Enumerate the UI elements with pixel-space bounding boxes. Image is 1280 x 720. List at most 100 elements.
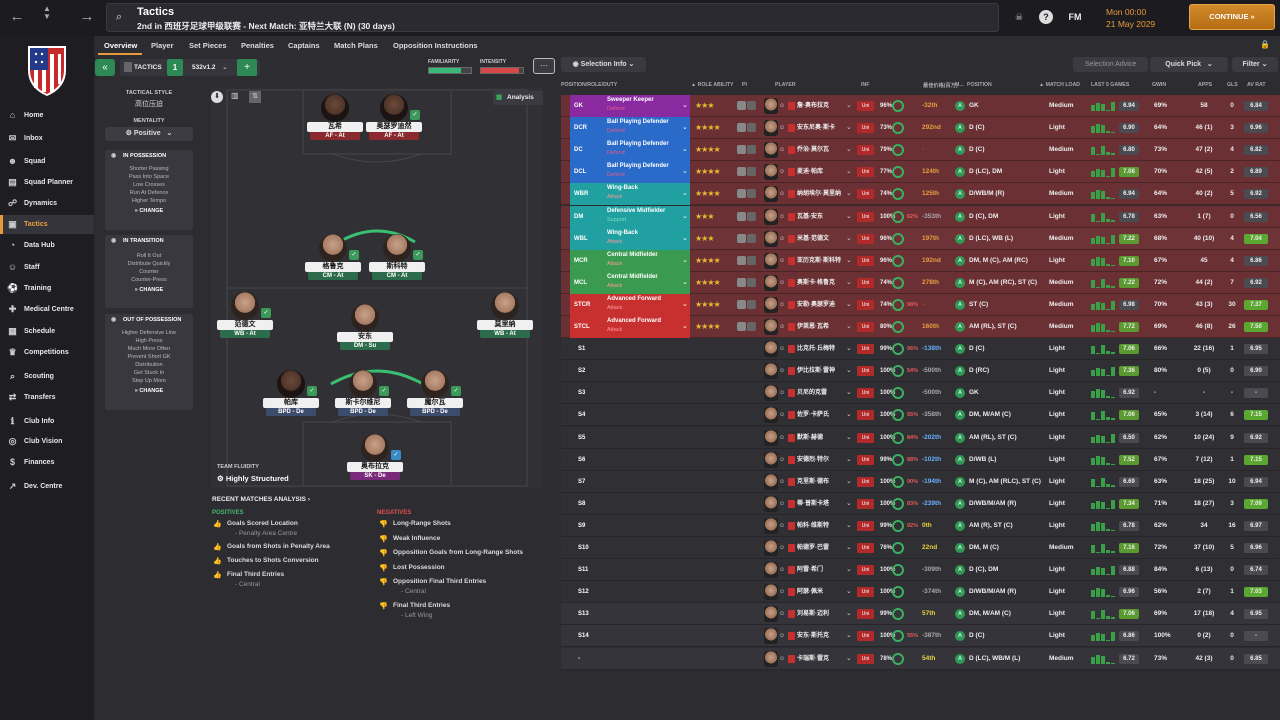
analysis-item[interactable]: 👎 Weak Influence [379, 534, 441, 543]
tab-opposition-instructions[interactable]: Opposition Instructions [393, 41, 478, 50]
col-last-5-games[interactable]: LAST 5 GAMES [1091, 82, 1130, 88]
player-name[interactable]: 奥斯卡·格鲁克 [797, 279, 835, 286]
table-row[interactable]: DCR Ball Playing Defender Defend ⌄ ★★★★ ☺ 安东尼奥… [561, 117, 1280, 140]
chevron-down-icon[interactable]: ⌄ [846, 521, 852, 529]
role-cell[interactable]: STCL Advanced Forward Attack ⌄ [570, 316, 690, 338]
role-cell[interactable]: STCR Advanced Forward Attack ⌄ [570, 293, 690, 316]
sidebar-item-dev-centre[interactable]: ↗ Dev. Centre [0, 477, 94, 496]
player-name[interactable]: 帕科·维斯特 [797, 522, 829, 529]
pi-icon[interactable] [737, 145, 746, 155]
role-cell[interactable]: DCL Ball Playing Defender Defend ⌄ [570, 161, 690, 184]
analysis-item[interactable]: 👍 Goals from Shots in Penalty Area [213, 543, 330, 551]
in-possession-change-button[interactable]: » CHANGE [134, 208, 164, 214]
pi-icon[interactable] [737, 299, 746, 309]
chevron-down-icon[interactable]: ⌄ [846, 389, 852, 397]
role-cell[interactable]: DM Defensive Midfielder Support ⌄ [570, 205, 690, 228]
chevron-down-icon[interactable]: ⌄ [846, 300, 852, 308]
pitch-player-role[interactable]: WB - At [220, 330, 270, 338]
col-inf[interactable]: INF [861, 82, 870, 88]
help-icon[interactable]: ? [1039, 10, 1053, 24]
pi-settings-icon[interactable] [747, 145, 756, 155]
out-of-possession-change-button[interactable]: » CHANGE [134, 388, 164, 394]
sidebar-item-training[interactable]: ⚽ Training [0, 279, 94, 298]
pitch-player-role[interactable]: SK - De [350, 472, 400, 480]
sidebar-item-scouting[interactable]: ⌕ Scouting [0, 367, 94, 386]
chevron-down-icon[interactable]: ⌄ [846, 323, 852, 330]
player-name[interactable]: 阿雷·希门 [797, 567, 823, 574]
player-name[interactable]: 伊比拉斯·雷神 [797, 368, 835, 375]
chevron-down-icon[interactable]: ⌄ [846, 588, 852, 596]
collapse-button[interactable]: « [95, 59, 115, 76]
chevron-down-icon[interactable]: ⌄ [846, 632, 852, 640]
player-name[interactable]: 伊莱恩·瓦希 [797, 324, 829, 330]
player-name[interactable]: 詹·奥布拉克 [797, 103, 829, 109]
role-cell[interactable]: MCL Central Midfielder Attack ⌄ [570, 271, 690, 294]
tab-captains[interactable]: Captains [288, 41, 320, 50]
forward-arrow-icon[interactable]: → [79, 8, 95, 25]
pi-icon[interactable] [737, 123, 746, 133]
table-row[interactable]: GK Sweeper Keeper Defend ⌄ ★★★ ☺ 詹·奥布拉克 ⌄ Uni 96%… [561, 95, 1280, 117]
analysis-button[interactable]: ▦ Analysis [493, 91, 543, 105]
chevron-down-icon[interactable]: ⌄ [846, 212, 852, 220]
table-row[interactable]: S10 ☺ 帕德罗·巴雷 ⌄ Uni 76% 22nd A DM, M (C) Medium 7.1… [561, 537, 1280, 559]
role-cell[interactable]: WBR Wing-Back Attack ⌄ [570, 183, 690, 206]
role-cell[interactable]: DC Ball Playing Defender Defend ⌄ [570, 139, 690, 162]
chevron-down-icon[interactable]: ⌄ [846, 102, 852, 109]
pi-settings-icon[interactable] [747, 123, 756, 133]
player-name[interactable]: 安勒·奥瑟罗迪 [797, 301, 835, 308]
pi-settings-icon[interactable] [747, 101, 756, 110]
table-row[interactable]: S6 ☺ 安德烈·特尔 ⌄ Uni 99% 88% -102th A D/WB (L) Light 7… [561, 448, 1280, 471]
pi-settings-icon[interactable] [747, 211, 756, 221]
sidebar-item-club-info[interactable]: ℹ Club Info [0, 412, 94, 431]
chevron-down-icon[interactable]: ⌄ [846, 455, 852, 463]
chevron-down-icon[interactable]: ⌄ [682, 190, 688, 198]
table-row[interactable]: S8 ☺ 蒂·普斯卡塔 ⌄ Uni 100% 83% -239th A D/WB/M/AM (R)… [561, 492, 1280, 515]
table-row[interactable]: DCL Ball Playing Defender Defend ⌄ ★★★★ ☺ 麦迪·帕… [561, 161, 1280, 184]
chevron-down-icon[interactable]: ⌄ [846, 190, 852, 198]
title-box[interactable]: ⌕ Tactics 2nd in 西班牙足球甲级联赛 - Next Match:… [106, 3, 999, 32]
pi-icon[interactable] [737, 189, 746, 199]
player-name[interactable]: 亚历克斯·斯科特 [797, 257, 841, 264]
pitch-player-role[interactable]: AF - At [310, 132, 360, 140]
sidebar-item-finances[interactable]: $ Finances [0, 453, 94, 472]
pitch-player[interactable]: 帕库 BPD - De ✓ [263, 370, 319, 422]
tab-overview[interactable]: Overview [104, 41, 138, 50]
chevron-down-icon[interactable]: ⌄ [846, 146, 852, 154]
sidebar-item-inbox[interactable]: ✉ Inbox [0, 129, 94, 148]
table-row[interactable]: S1 ☺ 比克托·丘梅特 ⌄ Uni 99% 96% -138th A D (C) Light 7.0… [561, 338, 1280, 361]
table-row[interactable]: S4 ☺ 佐罗·卡萨氏 ⌄ Uni 100% 55% -358th A DM, M/AM (C) L… [561, 404, 1280, 427]
out-of-possession-card[interactable]: OUT OF POSSESSION Higher Defensive Line H… [105, 314, 193, 410]
player-name[interactable]: 麦迪·帕库 [797, 169, 823, 176]
chevron-down-icon[interactable]: ⌄ [846, 654, 852, 662]
table-row[interactable]: MCR Central Midfielder Attack ⌄ ★★★★ ☺ 亚历克斯·斯科… [561, 249, 1280, 272]
player-name[interactable]: 帕德罗·巴雷 [797, 545, 829, 551]
col-pi[interactable]: PI [742, 82, 747, 88]
pi-settings-icon[interactable] [747, 277, 756, 287]
analysis-item[interactable]: 👎 Lost Possession [379, 563, 445, 572]
pitch-player-role[interactable]: CM - At [372, 272, 422, 280]
player-name[interactable]: 安东·斯托克 [797, 633, 829, 640]
table-row[interactable]: S11 ☺ 阿雷·希门 ⌄ Uni 100% -309th A D (C), DM Light 6.… [561, 559, 1280, 582]
pitch-player[interactable]: 奥瑟罗迪然 AF - At ✓ [366, 94, 422, 146]
sidebar-item-medical-centre[interactable]: ✚ Medical Centre [0, 300, 94, 319]
skull-icon[interactable]: ☠ [1014, 12, 1024, 22]
player-name[interactable]: 乔治·莫尔瓦 [797, 147, 829, 154]
table-row[interactable]: S13 ☺ 刘易斯·迈利 ⌄ Uni 99% 57th A DM, M/AM (C) Light 7… [561, 603, 1280, 626]
tactic-slot[interactable]: 1 [167, 59, 183, 76]
sidebar-item-dynamics[interactable]: ☍ Dynamics [0, 194, 94, 213]
analysis-item[interactable]: 👎 Opposition Final Third Entries - Central [379, 578, 487, 595]
table-row[interactable]: S12 ☺ 阿瑟·佩米 ⌄ Uni 100% -374th A D/WB/M/AM (R) Lig… [561, 581, 1280, 604]
pi-icon[interactable] [737, 101, 746, 110]
analysis-item[interactable]: 👍 Goals Scored Location - Penalty Area Cen… [213, 520, 298, 537]
table-row[interactable]: S14 ☺ 安东·斯托克 ⌄ Uni 100% 55% -387th A D (C) Light 6.… [561, 625, 1280, 648]
pitch-player-role[interactable]: DM - Su [340, 342, 390, 350]
tab-match-plans[interactable]: Match Plans [334, 41, 378, 50]
mentality-dropdown[interactable]: ⚙ Positive ⌄ [105, 127, 193, 141]
sidebar-item-squad-planner[interactable]: ▤ Squad Planner [0, 173, 94, 192]
chevron-down-icon[interactable]: ⌄ [682, 124, 688, 132]
role-cell[interactable]: DCR Ball Playing Defender Defend ⌄ [570, 117, 690, 140]
sidebar-item-club-vision[interactable]: ◎ Club Vision [0, 432, 94, 451]
pitch-player-role[interactable]: BPD - De [266, 408, 316, 416]
table-row[interactable]: MCL Central Midfielder Attack ⌄ ★★★★ ☺ 奥斯卡·格鲁克… [561, 271, 1280, 294]
selection-advice-button[interactable]: Selection Advice [1073, 57, 1148, 72]
